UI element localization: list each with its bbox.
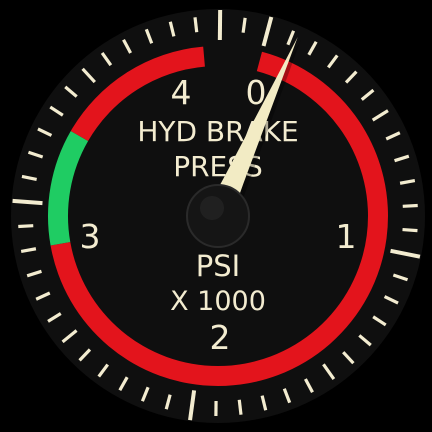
minor-tick — [342, 351, 355, 365]
major-tick — [390, 248, 421, 259]
minor-tick — [358, 334, 372, 347]
minor-tick — [371, 109, 389, 122]
needle-assembly — [186, 36, 301, 248]
minor-tick — [402, 203, 418, 208]
minor-tick — [360, 88, 375, 101]
minor-tick — [399, 179, 416, 185]
major-tick — [188, 390, 197, 421]
minor-tick — [100, 52, 113, 67]
gauge-unit-line1: PSI — [196, 249, 240, 283]
major-tick — [12, 198, 43, 206]
minor-tick — [241, 17, 247, 33]
red-band-left — [70, 46, 205, 142]
minor-tick — [327, 54, 339, 69]
minor-tick — [304, 378, 314, 394]
scale-ticks — [12, 9, 421, 421]
minor-tick — [402, 227, 418, 233]
minor-tick — [140, 386, 150, 402]
minor-tick — [394, 154, 410, 163]
minor-tick — [97, 363, 109, 378]
minor-tick — [47, 312, 62, 323]
scale-label-0: 0 — [246, 73, 267, 112]
minor-tick — [322, 363, 336, 380]
gauge-title-line1: HYD BRAKE — [137, 115, 298, 148]
minor-tick — [37, 127, 53, 137]
minor-tick — [307, 40, 318, 56]
minor-tick — [385, 131, 401, 141]
minor-tick — [168, 21, 176, 37]
minor-tick — [61, 329, 78, 344]
red-band-upper — [218, 51, 388, 387]
minor-tick — [164, 394, 172, 410]
scale-label-1: 1 — [336, 217, 357, 256]
minor-tick — [27, 150, 44, 159]
red-band-lower — [50, 242, 218, 386]
minor-tick — [35, 291, 51, 301]
minor-tick — [49, 105, 64, 117]
minor-tick — [118, 376, 129, 392]
minor-tick — [260, 395, 268, 411]
scale-label-3: 3 — [80, 217, 101, 256]
minor-tick — [78, 348, 92, 362]
minor-tick — [383, 295, 399, 305]
minor-tick — [286, 30, 296, 46]
minor-tick — [64, 85, 78, 98]
minor-tick — [237, 399, 243, 415]
minor-tick — [18, 224, 34, 229]
scale-label-2: 2 — [210, 318, 231, 357]
minor-tick — [344, 70, 358, 84]
minor-tick — [26, 269, 42, 278]
minor-tick — [144, 28, 154, 44]
hub-highlight — [200, 196, 224, 220]
minor-tick — [81, 67, 96, 84]
minor-tick — [21, 174, 37, 182]
minor-tick — [193, 17, 199, 33]
minor-tick — [282, 388, 292, 404]
gauge-unit-line2: X 1000 — [170, 286, 266, 317]
green-band — [47, 131, 89, 246]
minor-tick — [20, 247, 37, 253]
minor-tick — [392, 273, 409, 282]
minor-tick — [122, 38, 132, 54]
scale-bands — [47, 46, 388, 387]
needle-hub — [186, 184, 250, 248]
minor-tick — [372, 315, 387, 327]
major-tick — [261, 16, 274, 47]
gauge-needle — [206, 36, 298, 222]
scale-label-4: 4 — [171, 73, 192, 112]
